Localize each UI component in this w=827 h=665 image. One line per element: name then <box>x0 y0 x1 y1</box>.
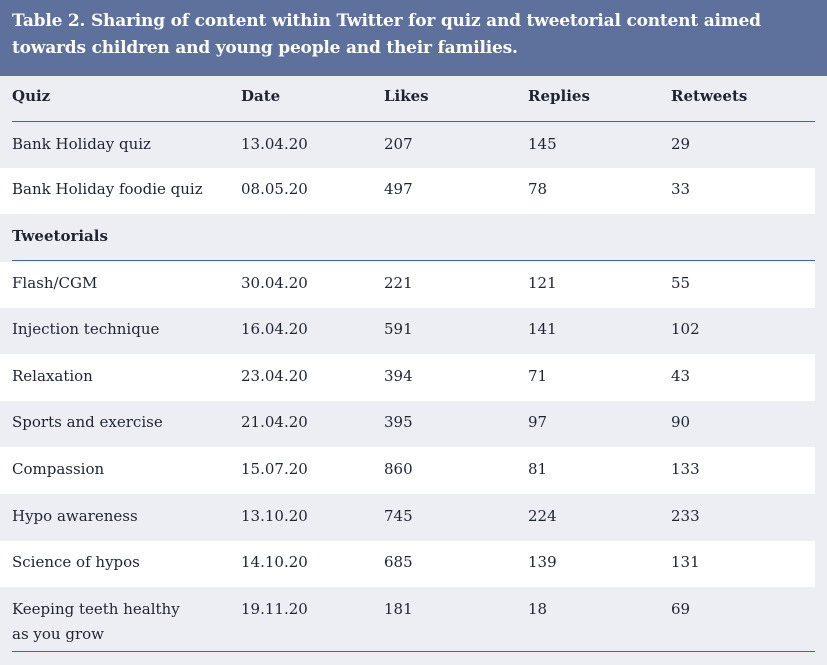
table-row: Bank Holiday foodie quiz 08.05.20 497 78… <box>0 168 815 214</box>
header-retweets: Retweets <box>671 87 748 105</box>
cell-replies: 139 <box>528 553 557 571</box>
cell-date: 23.04.20 <box>241 367 308 385</box>
section-label-tweetorials: Tweetorials <box>12 227 108 245</box>
cell-date: 13.10.20 <box>241 507 308 525</box>
header-likes: Likes <box>384 87 429 105</box>
table-caption: Table 2. Sharing of content within Twitt… <box>12 11 761 58</box>
cell-replies: 78 <box>528 180 548 198</box>
cell-name: Flash/CGM <box>12 274 98 292</box>
cell-replies: 18 <box>528 600 548 618</box>
cell-name: Hypo awareness <box>12 507 138 525</box>
cell-name: Bank Holiday quiz <box>12 135 151 153</box>
cell-replies: 121 <box>528 274 557 292</box>
cell-name-line1: Keeping teeth healthy <box>12 600 180 618</box>
cell-name-line2: as you grow <box>12 625 104 643</box>
cell-date: 14.10.20 <box>241 553 308 571</box>
cell-replies: 224 <box>528 507 557 525</box>
header-date: Date <box>241 87 281 105</box>
cell-likes: 591 <box>384 320 413 338</box>
cell-likes: 497 <box>384 180 413 198</box>
cell-name: Sports and exercise <box>12 413 163 431</box>
cell-replies: 81 <box>528 460 548 478</box>
cell-date: 15.07.20 <box>241 460 308 478</box>
cell-date: 13.04.20 <box>241 135 308 153</box>
cell-name: Injection technique <box>12 320 160 338</box>
cell-name: Relaxation <box>12 367 93 385</box>
cell-likes: 221 <box>384 274 413 292</box>
cell-retweets: 233 <box>671 507 700 525</box>
cell-name: Science of hypos <box>12 553 140 571</box>
table-row: Bank Holiday quiz 13.04.20 207 145 29 <box>0 123 827 168</box>
cell-date: 19.11.20 <box>241 600 308 618</box>
cell-likes: 860 <box>384 460 413 478</box>
header-rule <box>12 121 815 122</box>
cell-likes: 181 <box>384 600 413 618</box>
header-row: Quiz Date Likes Replies Retweets <box>0 76 827 122</box>
cell-replies: 145 <box>528 135 557 153</box>
cell-likes: 745 <box>384 507 413 525</box>
table-row: Relaxation 23.04.20 394 71 43 <box>0 354 815 401</box>
cell-retweets: 90 <box>671 413 691 431</box>
cell-retweets: 43 <box>671 367 691 385</box>
cell-name: Compassion <box>12 460 105 478</box>
cell-retweets: 29 <box>671 135 691 153</box>
cell-likes: 394 <box>384 367 413 385</box>
bottom-rule <box>12 651 815 652</box>
cell-retweets: 102 <box>671 320 700 338</box>
cell-date: 16.04.20 <box>241 320 308 338</box>
cell-retweets: 33 <box>671 180 691 198</box>
section-rule <box>12 260 815 261</box>
cell-date: 08.05.20 <box>241 180 308 198</box>
cell-retweets: 133 <box>671 460 700 478</box>
cell-retweets: 131 <box>671 553 700 571</box>
table-row: Injection technique 16.04.20 591 141 102 <box>0 308 827 354</box>
table-row: Compassion 15.07.20 860 81 133 <box>0 447 815 494</box>
table-row: Keeping teeth healthy as you grow 19.11.… <box>0 587 827 651</box>
section-row: Tweetorials <box>0 214 827 260</box>
cell-retweets: 55 <box>671 274 691 292</box>
cell-replies: 71 <box>528 367 548 385</box>
table-caption-bar: Table 2. Sharing of content within Twitt… <box>0 0 827 76</box>
table-row: Science of hypos 14.10.20 685 139 131 <box>0 541 815 587</box>
header-quiz: Quiz <box>12 87 51 105</box>
table-row: Flash/CGM 30.04.20 221 121 55 <box>0 262 815 308</box>
table-row: Sports and exercise 21.04.20 395 97 90 <box>0 401 827 447</box>
cell-retweets: 69 <box>671 600 691 618</box>
table-row: Hypo awareness 13.10.20 745 224 233 <box>0 494 827 541</box>
cell-replies: 141 <box>528 320 557 338</box>
cell-replies: 97 <box>528 413 548 431</box>
cell-name: Bank Holiday foodie quiz <box>12 180 203 198</box>
cell-likes: 395 <box>384 413 413 431</box>
cell-likes: 207 <box>384 135 413 153</box>
header-replies: Replies <box>528 87 590 105</box>
cell-date: 21.04.20 <box>241 413 308 431</box>
cell-likes: 685 <box>384 553 413 571</box>
cell-date: 30.04.20 <box>241 274 308 292</box>
